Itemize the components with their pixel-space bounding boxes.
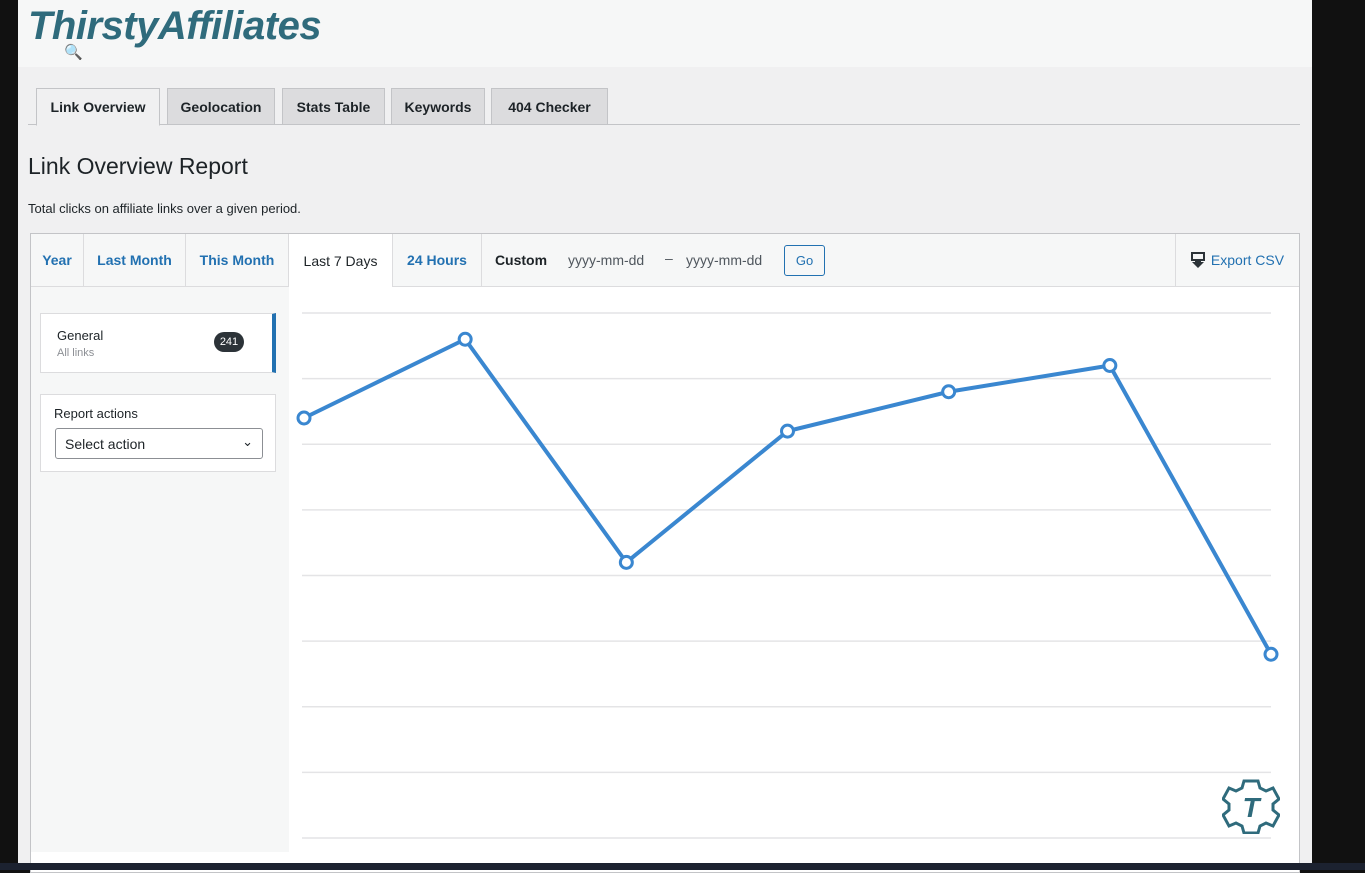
range-last-month[interactable]: Last Month <box>84 234 186 286</box>
tab-stats-table[interactable]: Stats Table <box>282 88 385 125</box>
range-this-month[interactable]: This Month <box>186 234 289 286</box>
range-year[interactable]: Year <box>31 234 84 286</box>
thirstyaffiliates-logo: ThirstyAffiliates <box>28 4 322 48</box>
page-description: Total clicks on affiliate links over a g… <box>28 201 301 216</box>
tab-404-checker[interactable]: 404 Checker <box>491 88 608 125</box>
report-panel: Year Last Month This Month Last 7 Days 2… <box>30 233 1300 873</box>
export-csv-button[interactable]: Export CSV <box>1175 234 1299 286</box>
date-separator: – <box>665 250 673 266</box>
general-name: General <box>57 328 104 343</box>
tab-link-overview[interactable]: Link Overview <box>36 88 160 126</box>
taskbar-strip <box>0 863 1365 870</box>
export-csv-label: Export CSV <box>1210 252 1285 268</box>
range-24-hours[interactable]: 24 Hours <box>393 234 482 286</box>
general-link-group[interactable]: General All links 241 <box>40 313 276 373</box>
download-icon <box>1190 252 1205 268</box>
end-date-input[interactable]: yyyy-mm-dd <box>686 252 763 268</box>
start-date-input[interactable]: yyyy-mm-dd <box>568 252 645 268</box>
go-button[interactable]: Go <box>784 245 825 276</box>
report-actions-box: Report actions Select action ⌄ <box>40 394 276 472</box>
select-action-value: Select action <box>65 436 146 452</box>
tab-geolocation[interactable]: Geolocation <box>167 88 275 125</box>
chevron-down-icon: ⌄ <box>242 434 253 449</box>
tab-keywords[interactable]: Keywords <box>391 88 485 125</box>
general-sub: All links <box>57 347 95 359</box>
range-bar: Year Last Month This Month Last 7 Days 2… <box>31 234 1299 287</box>
range-custom-label: Custom <box>494 252 548 268</box>
range-last-7-days[interactable]: Last 7 Days <box>289 234 393 287</box>
zoom-cursor-icon: 🔍 <box>64 44 83 61</box>
thirstyaffiliates-gear-logo-icon: T <box>1222 779 1280 834</box>
page: ThirstyAffiliates 🔍 Link Overview Geoloc… <box>18 0 1312 873</box>
header: ThirstyAffiliates 🔍 <box>18 0 1312 67</box>
report-sidebar: General All links 241 Report actions Sel… <box>31 287 289 852</box>
select-action-dropdown[interactable]: Select action ⌄ <box>55 428 263 459</box>
svg-text:T: T <box>1242 792 1262 823</box>
click-count-badge: 241 <box>214 332 244 352</box>
page-title: Link Overview Report <box>28 153 248 179</box>
report-tabs: Link Overview Geolocation Stats Table Ke… <box>28 88 1300 126</box>
report-actions-label: Report actions <box>54 406 138 421</box>
